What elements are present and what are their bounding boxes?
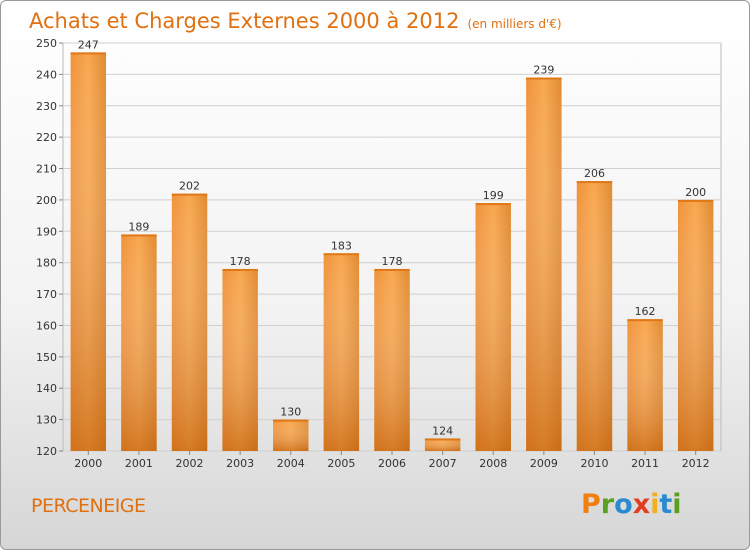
bar-shade xyxy=(475,203,511,451)
y-tick-label: 250 xyxy=(36,37,57,50)
bar-top xyxy=(273,419,309,422)
bar-top xyxy=(70,52,107,55)
data-label: 189 xyxy=(128,220,149,233)
bar-top xyxy=(323,253,360,256)
bar-shade xyxy=(323,253,360,451)
x-tick-label: 2006 xyxy=(378,457,406,470)
bar-top xyxy=(475,203,511,206)
chart-title: Achats et Charges Externes 2000 à 2012 xyxy=(29,9,460,33)
bar-2007: 124 xyxy=(424,424,461,451)
bar-2003: 178 xyxy=(222,255,258,451)
bar-shade xyxy=(273,419,309,451)
logo-letter: r xyxy=(600,489,615,520)
bar-2004: 130 xyxy=(273,406,309,451)
data-label: 202 xyxy=(179,180,200,193)
bar-top xyxy=(121,234,157,237)
bar-shade xyxy=(627,319,663,451)
bar-2005: 183 xyxy=(323,239,360,451)
data-label: 206 xyxy=(584,167,605,180)
y-axis: 120 130 140 150 160 170 180 190 200 210 220 230 240 2… xyxy=(36,37,63,458)
y-tick-label: 170 xyxy=(36,288,57,301)
commune-name: PERCENEIGE xyxy=(31,495,146,517)
bar-shade xyxy=(222,268,258,451)
y-tick-label: 130 xyxy=(36,414,57,427)
y-tick-label: 220 xyxy=(36,131,57,144)
x-tick-label: 2009 xyxy=(530,457,558,470)
bar-top xyxy=(374,268,410,271)
x-tick-label: 2008 xyxy=(479,457,507,470)
x-axis-labels: 2000 2001 2002 2003 2004 2005 2006 2007 2008 2009… xyxy=(74,451,710,470)
bar-2009: 239 xyxy=(526,64,562,452)
data-label: 178 xyxy=(230,255,251,268)
bar-shade xyxy=(171,193,208,451)
bar-2000: 247 xyxy=(70,38,107,452)
bar-shade xyxy=(374,268,410,451)
data-label: 239 xyxy=(533,64,554,77)
bar-shade xyxy=(121,234,157,451)
bar-top xyxy=(171,193,208,196)
x-tick-label: 2000 xyxy=(74,457,102,470)
bar-2012: 200 xyxy=(677,186,714,451)
x-tick-label: 2012 xyxy=(682,457,710,470)
y-tick-label: 190 xyxy=(36,225,57,238)
bar-top xyxy=(627,319,663,322)
data-label: 200 xyxy=(685,186,706,199)
logo-letter: t xyxy=(659,489,673,520)
data-label: 130 xyxy=(280,406,301,419)
x-tick-label: 2007 xyxy=(429,457,457,470)
data-label: 199 xyxy=(483,189,504,202)
logo-letter: i xyxy=(650,489,660,520)
chart-title-block: Achats et Charges Externes 2000 à 2012 (e… xyxy=(29,9,562,33)
bar-shade xyxy=(526,77,562,452)
bar-shade xyxy=(576,181,613,452)
bar-2008: 199 xyxy=(475,189,511,451)
bar-top xyxy=(677,199,714,202)
logo-letter: x xyxy=(632,489,651,520)
bar-2002: 202 xyxy=(171,180,208,451)
y-tick-label: 120 xyxy=(36,445,57,458)
bar-top xyxy=(222,268,258,271)
x-tick-label: 2005 xyxy=(327,457,355,470)
y-tick-label: 240 xyxy=(36,68,57,81)
y-tick-label: 150 xyxy=(36,351,57,364)
data-label: 178 xyxy=(382,255,403,268)
data-label: 247 xyxy=(78,38,99,51)
x-tick-label: 2010 xyxy=(580,457,608,470)
x-tick-label: 2004 xyxy=(277,457,305,470)
data-label: 162 xyxy=(635,305,656,318)
bar-top xyxy=(576,181,613,184)
proxiti-logo[interactable]: Proxiti xyxy=(581,489,682,520)
y-tick-label: 140 xyxy=(36,382,57,395)
y-tick-label: 200 xyxy=(36,194,57,207)
x-tick-label: 2002 xyxy=(176,457,204,470)
logo-letter: P xyxy=(581,489,601,520)
bar-2006: 178 xyxy=(374,255,410,451)
bar-shade xyxy=(424,438,461,451)
x-tick-label: 2003 xyxy=(226,457,254,470)
data-label: 183 xyxy=(331,239,352,252)
y-tick-label: 180 xyxy=(36,257,57,270)
bar-top xyxy=(526,77,562,80)
bar-2011: 162 xyxy=(627,305,663,451)
bar-shade xyxy=(677,199,714,451)
logo-letter: o xyxy=(614,489,633,520)
y-tick-label: 210 xyxy=(36,163,57,176)
data-label: 124 xyxy=(432,424,453,437)
logo-letter: i xyxy=(672,489,682,520)
bar-shade xyxy=(70,52,107,452)
bars: 247 189 202 178 130 183 178 124 199 239 206 162 200 xyxy=(70,38,714,452)
bar-2001: 189 xyxy=(121,220,157,451)
y-tick-label: 230 xyxy=(36,100,57,113)
x-tick-label: 2001 xyxy=(125,457,153,470)
bar-top xyxy=(424,438,461,441)
x-tick-label: 2011 xyxy=(631,457,659,470)
y-tick-label: 160 xyxy=(36,319,57,332)
chart-unit: (en milliers d'€) xyxy=(467,17,562,31)
bar-2010: 206 xyxy=(576,167,613,452)
